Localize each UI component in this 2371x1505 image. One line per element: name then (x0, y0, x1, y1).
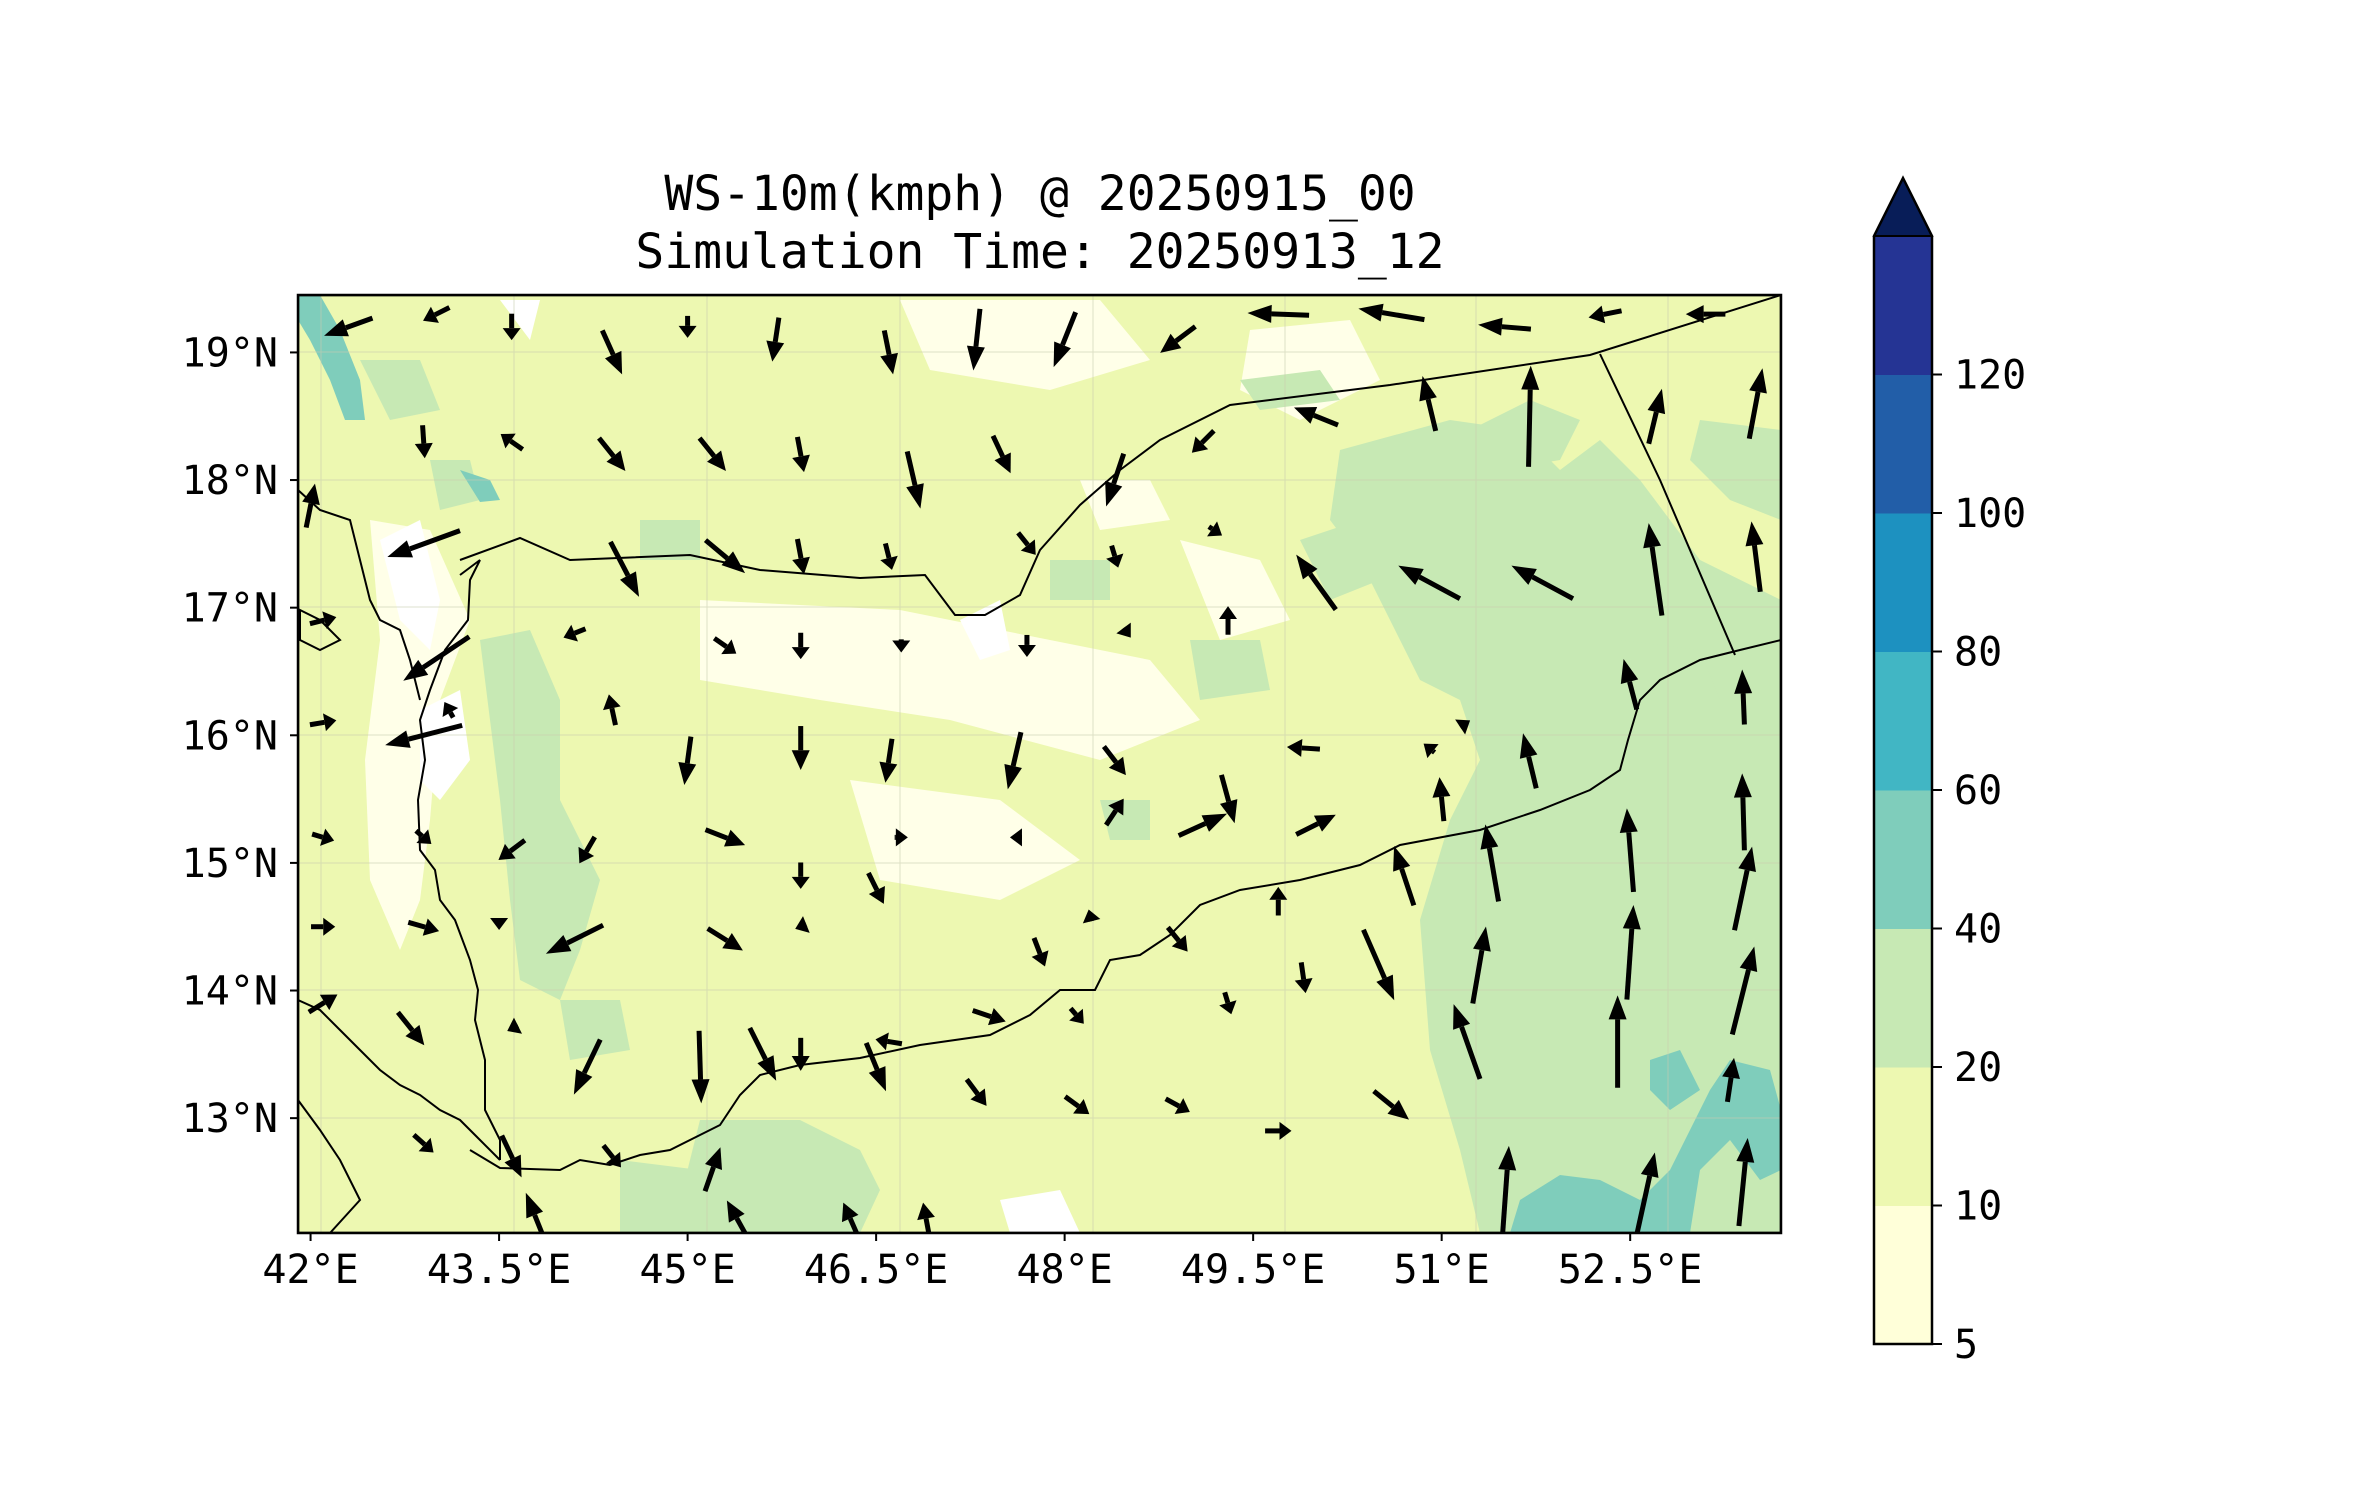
colorbar: 5 10 20 40 60 80 100 120 (1874, 178, 2026, 1368)
lat-tick-label: 14°N (182, 969, 278, 1015)
colorbar-segment (1874, 1067, 1932, 1206)
figure-title-line-1: WS-10m(kmph) @ 20250915_00 (664, 166, 1415, 222)
lat-tick-label: 19°N (182, 330, 278, 376)
colorbar-segment (1874, 929, 1932, 1068)
lat-tick-label: 13°N (182, 1096, 278, 1142)
lat-tick-label: 17°N (182, 586, 278, 632)
colorbar-tick-label: 100 (1954, 491, 2026, 537)
colorbar-tick-label: 20 (1954, 1045, 2002, 1091)
map-panel (298, 295, 1781, 1269)
colorbar-segment (1874, 513, 1932, 652)
figure-title-line-2: Simulation Time: 20250913_12 (635, 224, 1444, 280)
lat-tick-label: 16°N (182, 713, 278, 759)
colorbar-extend-triangle (1874, 178, 1932, 236)
lon-tick-label: 45°E (639, 1247, 735, 1293)
longitude-axis: 42°E 43.5°E 45°E 46.5°E 48°E 49.5°E 51°E 52.5°E (262, 1233, 1702, 1293)
colorbar-tick-label: 120 (1954, 353, 2026, 399)
lon-tick-label: 43.5°E (427, 1247, 572, 1293)
colorbar-segment (1874, 1206, 1932, 1345)
lon-tick-label: 42°E (262, 1247, 358, 1293)
colorbar-tick-label: 80 (1954, 630, 2002, 676)
colorbar-segment (1874, 652, 1932, 791)
lon-tick-label: 51°E (1394, 1247, 1490, 1293)
lat-tick-label: 18°N (182, 458, 278, 504)
lon-tick-label: 46.5°E (804, 1247, 949, 1293)
colorbar-segment (1874, 790, 1932, 929)
latitude-axis: 19°N 18°N 17°N 16°N 15°N 14°N 13°N (182, 330, 298, 1142)
colorbar-tick-label: 10 (1954, 1184, 2002, 1230)
colorbar-segment (1874, 375, 1932, 514)
colorbar-tick-label: 60 (1954, 768, 2002, 814)
colorbar-segment (1874, 236, 1932, 375)
lon-tick-label: 52.5°E (1558, 1247, 1703, 1293)
colorbar-tick-label: 5 (1954, 1322, 1978, 1368)
colorbar-tick-label: 40 (1954, 907, 2002, 953)
lat-tick-label: 15°N (182, 841, 278, 887)
lon-tick-label: 49.5°E (1181, 1247, 1326, 1293)
lon-tick-label: 48°E (1016, 1247, 1112, 1293)
